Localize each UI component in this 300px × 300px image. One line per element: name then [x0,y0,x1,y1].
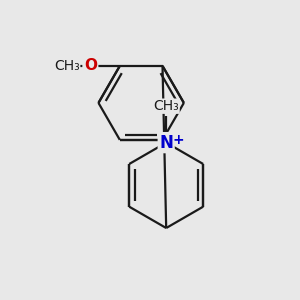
Text: O: O [84,58,97,74]
Text: N: N [159,134,173,152]
Text: CH₃: CH₃ [153,99,179,113]
Text: +: + [173,133,184,147]
Text: CH₃: CH₃ [54,59,80,73]
